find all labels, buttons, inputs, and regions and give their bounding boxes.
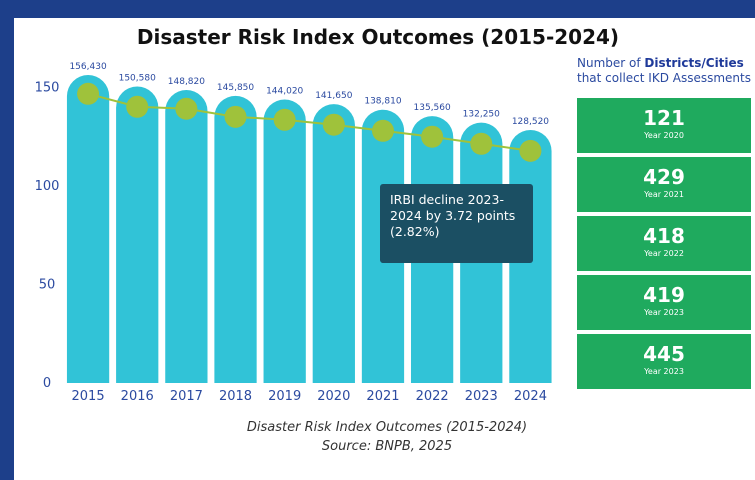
value-label: 132,250 [463, 110, 500, 120]
line [87, 92, 531, 152]
y-tick-label: 100 [35, 179, 60, 194]
y-tick-label: 0 [43, 376, 51, 391]
panel-boxes: 121 Year 2020 429 Year 2021 418 Year 2022 419 Y… [577, 98, 751, 389]
panel-box: 418 Year 2022 [577, 216, 751, 271]
value-label: 150,580 [119, 74, 156, 84]
line-point [519, 139, 542, 162]
line-point [224, 105, 247, 128]
bar [214, 95, 257, 384]
heading-text: Number of [577, 56, 645, 70]
side-panel: Number of Districts/Cities that collect … [577, 56, 751, 393]
x-tick-label: 2023 [465, 389, 498, 404]
panel-number: 418 [643, 224, 685, 248]
value-label: 128,520 [512, 117, 549, 127]
x-tick-label: 2018 [219, 389, 252, 404]
x-tick-label: 2021 [366, 389, 399, 404]
line-point [322, 113, 345, 136]
value-label: 144,020 [266, 86, 303, 96]
line-point [421, 125, 444, 148]
bar [66, 75, 110, 383]
panel-box: 445 Year 2023 [577, 334, 751, 389]
bar [312, 104, 355, 383]
caption-line: Source: BNPB, 2025 [321, 439, 453, 454]
heading-text: that collect IKD Assessments [577, 71, 751, 85]
bar [165, 90, 208, 383]
value-label: 138,810 [364, 97, 401, 107]
value-label: 135,560 [414, 103, 451, 113]
caption-line: Disaster Risk Index Outcomes (2015-2024) [246, 420, 528, 435]
bar [263, 99, 306, 383]
x-tick-label: 2019 [268, 389, 301, 404]
panel-year: Year 2020 [644, 131, 684, 140]
x-tick-label: 2016 [121, 389, 154, 404]
caption: Disaster Risk Index Outcomes (2015-2024)… [190, 418, 584, 456]
panel-year: Year 2023 [644, 308, 684, 317]
bar [116, 86, 159, 383]
panel-year: Year 2022 [644, 249, 684, 258]
panel-year: Year 2023 [644, 367, 684, 376]
line-point [175, 97, 198, 120]
panel-number: 445 [643, 342, 685, 366]
line-point [77, 82, 100, 105]
panel-heading: Number of Districts/Cities that collect … [577, 56, 751, 86]
line-point [126, 95, 149, 118]
panel-box: 429 Year 2021 [577, 157, 751, 212]
panel-year: Year 2021 [644, 190, 684, 199]
y-tick-label: 50 [39, 278, 56, 293]
panel-number: 429 [643, 165, 685, 189]
x-tick-label: 2022 [416, 389, 449, 404]
value-label: 141,650 [315, 91, 352, 101]
panel-box: 121 Year 2020 [577, 98, 751, 153]
chart-title: Disaster Risk Index Outcomes (2015-2024) [137, 25, 619, 49]
value-label: 148,820 [168, 77, 205, 87]
panel-number: 419 [643, 283, 685, 307]
x-tick-label: 2020 [317, 389, 350, 404]
x-tick-label: 2015 [72, 389, 105, 404]
x-tick-label: 2017 [170, 389, 203, 404]
panel-number: 121 [643, 106, 685, 130]
line-point [371, 119, 394, 142]
panel-box: 419 Year 2023 [577, 275, 751, 330]
value-label: 145,850 [217, 83, 254, 93]
y-tick-label: 150 [35, 81, 60, 96]
x-tick-label: 2024 [514, 389, 547, 404]
heading-bold: Districts/Cities [644, 56, 744, 70]
line-point [470, 132, 493, 155]
value-label: 156,430 [69, 62, 106, 72]
annotation: IRBI decline 2023-2024 by 3.72 points (2… [380, 184, 533, 263]
line-point [273, 108, 296, 131]
